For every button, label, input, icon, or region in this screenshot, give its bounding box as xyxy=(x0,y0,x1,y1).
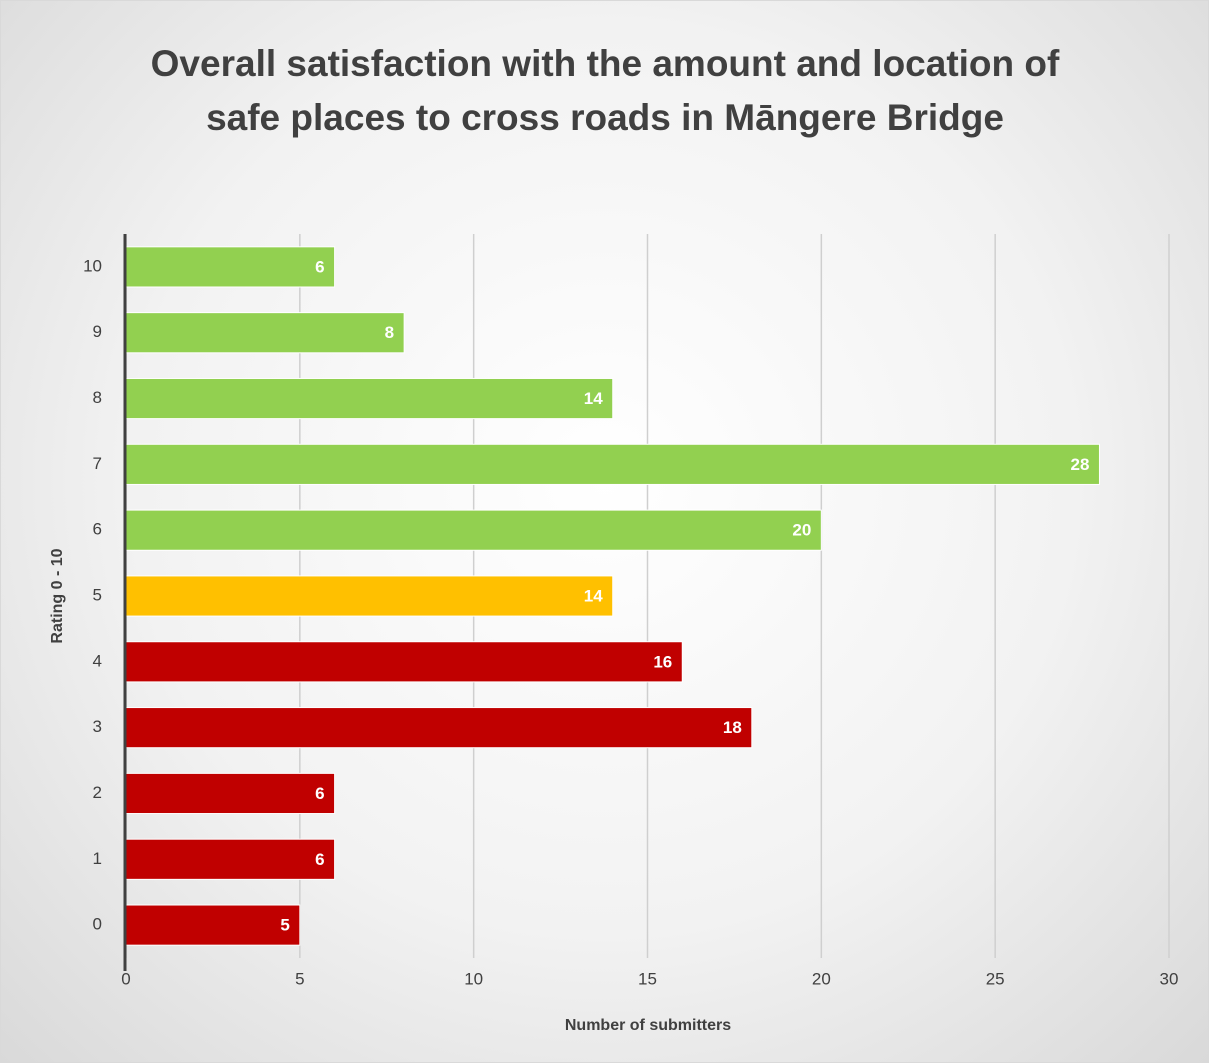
bar xyxy=(125,575,614,617)
data-label: 6 xyxy=(315,257,324,276)
x-axis-label: Number of submitters xyxy=(565,1017,731,1034)
y-tick-label: 3 xyxy=(93,717,102,736)
x-tick-label: 30 xyxy=(1160,969,1179,988)
data-label: 8 xyxy=(385,323,394,342)
bar xyxy=(125,509,822,551)
data-label: 6 xyxy=(315,784,324,803)
data-label: 14 xyxy=(584,389,603,408)
y-tick-label: 0 xyxy=(93,915,102,934)
bar xyxy=(125,246,336,288)
y-tick-label: 6 xyxy=(93,520,102,539)
data-label: 16 xyxy=(653,652,672,671)
y-tick-label: 2 xyxy=(93,783,102,802)
y-tick-label: 9 xyxy=(93,322,102,341)
chart-title: Overall satisfaction with the amount and… xyxy=(150,43,1060,138)
y-tick-label: 7 xyxy=(93,454,102,473)
data-label: 18 xyxy=(723,718,742,737)
x-tick-label: 5 xyxy=(295,969,304,988)
bar xyxy=(125,641,683,683)
y-tick-label: 8 xyxy=(93,388,102,407)
bar xyxy=(125,443,1100,485)
data-label: 14 xyxy=(584,586,603,605)
bar xyxy=(125,904,301,946)
bar xyxy=(125,312,405,354)
x-tick-label: 15 xyxy=(638,969,657,988)
x-tick-label: 20 xyxy=(812,969,831,988)
y-axis-label: Rating 0 - 10 xyxy=(49,548,66,643)
y-tick-label: 1 xyxy=(93,849,102,868)
bar xyxy=(125,707,753,749)
y-tick-label: 5 xyxy=(93,585,102,604)
y-tick-label: 10 xyxy=(83,256,102,275)
x-tick-label: 10 xyxy=(464,969,483,988)
bar xyxy=(125,377,614,420)
x-tick-label: 25 xyxy=(986,969,1005,988)
y-tick-label: 4 xyxy=(93,651,102,670)
data-label: 5 xyxy=(280,916,289,935)
bar xyxy=(125,772,336,815)
x-tick-label: 0 xyxy=(121,969,130,988)
data-label: 20 xyxy=(792,521,811,540)
data-label: 28 xyxy=(1071,455,1090,474)
bar xyxy=(125,838,336,880)
data-label: 6 xyxy=(315,850,324,869)
